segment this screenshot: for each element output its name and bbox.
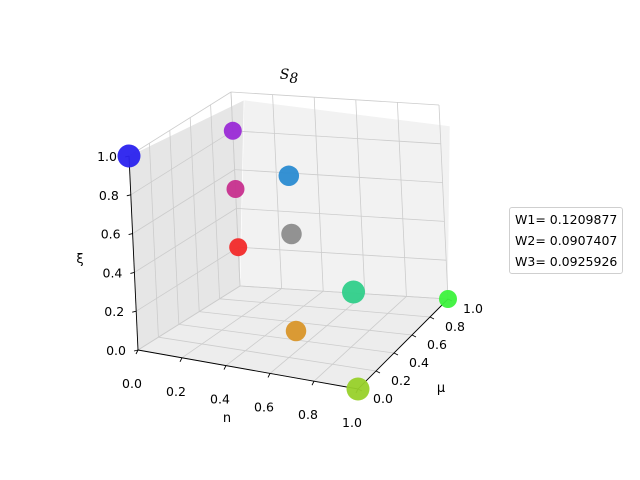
y-tick-mark (375, 370, 381, 374)
z-tick-label: 0.4 (103, 265, 123, 280)
y-tick-mark (411, 334, 417, 338)
x-tick-label: 0.6 (254, 399, 274, 414)
grid-line-x-floor (181, 288, 282, 359)
grid-line-x-floor (313, 296, 407, 382)
grid-line-z-left (137, 285, 241, 351)
grid-line-y-left (149, 143, 159, 338)
grid-line-y-floor (178, 324, 395, 354)
z-tick-mark (126, 194, 131, 197)
z-tick-label: 0.2 (104, 304, 124, 319)
grid-line-x-back (313, 97, 324, 292)
x-tick-label: 0.8 (298, 407, 318, 422)
grid-line-z-back (230, 91, 440, 106)
z-tick-mark (130, 271, 135, 274)
grid-line-z-left (132, 169, 235, 234)
pane-back (239, 99, 451, 300)
grid-line-z-back (238, 246, 447, 261)
legend: W1= 0.1209877 W2= 0.0907407 W3= 0.092592… (509, 207, 623, 274)
axes-lines (124, 155, 453, 394)
chart-title-subscript: 8 (289, 71, 298, 87)
x-tick-mark (179, 357, 183, 363)
z-tick-label: 0.0 (106, 343, 126, 358)
y-axis-line (357, 298, 449, 390)
axis-label-z: ξ (76, 252, 83, 267)
grid-line-z-back (232, 130, 441, 145)
grid-line-z-left (130, 130, 234, 196)
tick-labels: 0.0 0.2 0.4 0.6 0.8 1.0 0.0 0.2 0.4 0.6 0.8 1.0 0.0 0… (97, 149, 483, 430)
data-point (226, 180, 245, 198)
data-point (285, 320, 307, 342)
y-tick-label: 0.0 (373, 391, 393, 406)
y-tick-label: 0.2 (391, 373, 411, 388)
axis-label-x: n (223, 411, 231, 426)
z-tick-mark (132, 310, 137, 313)
x-tick-label: 1.0 (342, 415, 362, 430)
y-tick-mark (393, 352, 399, 356)
data-point (117, 144, 141, 168)
grid-line-y-left (169, 130, 180, 325)
legend-entry-w2: W2= 0.0907407 (515, 233, 618, 248)
chart-title-main: S (280, 67, 290, 83)
z-tick-label: 0.8 (99, 188, 119, 203)
grid-line-y-floor (199, 311, 413, 336)
data-point (223, 121, 242, 140)
grid-line-x-back (438, 104, 449, 300)
data-point (342, 280, 365, 304)
grid-line-x-back (355, 99, 366, 294)
grid-line-y-left (210, 104, 220, 299)
x-tick-label: 0.4 (210, 392, 230, 407)
data-point (229, 238, 248, 257)
axis-label-y: μ (437, 381, 445, 396)
grid-line-x-back (397, 102, 407, 297)
x-tick-mark (223, 365, 227, 370)
grid-line-z-left (128, 91, 232, 157)
data-point (278, 165, 300, 187)
data-point (346, 377, 370, 401)
x-tick-mark (267, 373, 271, 378)
grid-line-x-floor (269, 293, 366, 374)
chart-title: S8 (280, 67, 299, 87)
grid-line-x-back (272, 94, 282, 289)
legend-entry-w1: W1= 0.1209877 (515, 212, 618, 227)
y-tick-label: 0.6 (427, 337, 447, 352)
x-tick-label: 0.2 (166, 384, 186, 399)
data-point (439, 290, 457, 308)
y-tick-mark (429, 316, 435, 320)
y-tick-label: 1.0 (463, 301, 483, 316)
grid-line-z-back (234, 169, 443, 183)
z-tick-label: 0.6 (101, 227, 121, 242)
z-tick-mark (133, 349, 139, 352)
grid-line-y-floor (219, 298, 431, 318)
z-tick-mark (128, 233, 133, 236)
z-axis-line (128, 155, 139, 351)
grid-line-z-left (134, 208, 237, 273)
legend-entry-w3: W3= 0.0925926 (515, 254, 618, 269)
data-points (117, 121, 457, 401)
grid-line-y-left (189, 117, 200, 312)
data-point (281, 223, 302, 245)
grid-line-y-floor (158, 336, 377, 372)
z-tick-label: 1.0 (97, 149, 117, 164)
x-tick-mark (135, 349, 139, 355)
x-tick-mark (311, 380, 315, 386)
grid-line-z-left (135, 246, 239, 312)
grid-line-z-back (236, 208, 445, 222)
grid-line-x-floor (225, 290, 324, 366)
y-tick-label: 0.4 (409, 355, 429, 370)
x-tick-label: 0.0 (122, 376, 142, 391)
y-tick-label: 0.8 (445, 319, 465, 334)
x-axis-line (137, 349, 359, 390)
